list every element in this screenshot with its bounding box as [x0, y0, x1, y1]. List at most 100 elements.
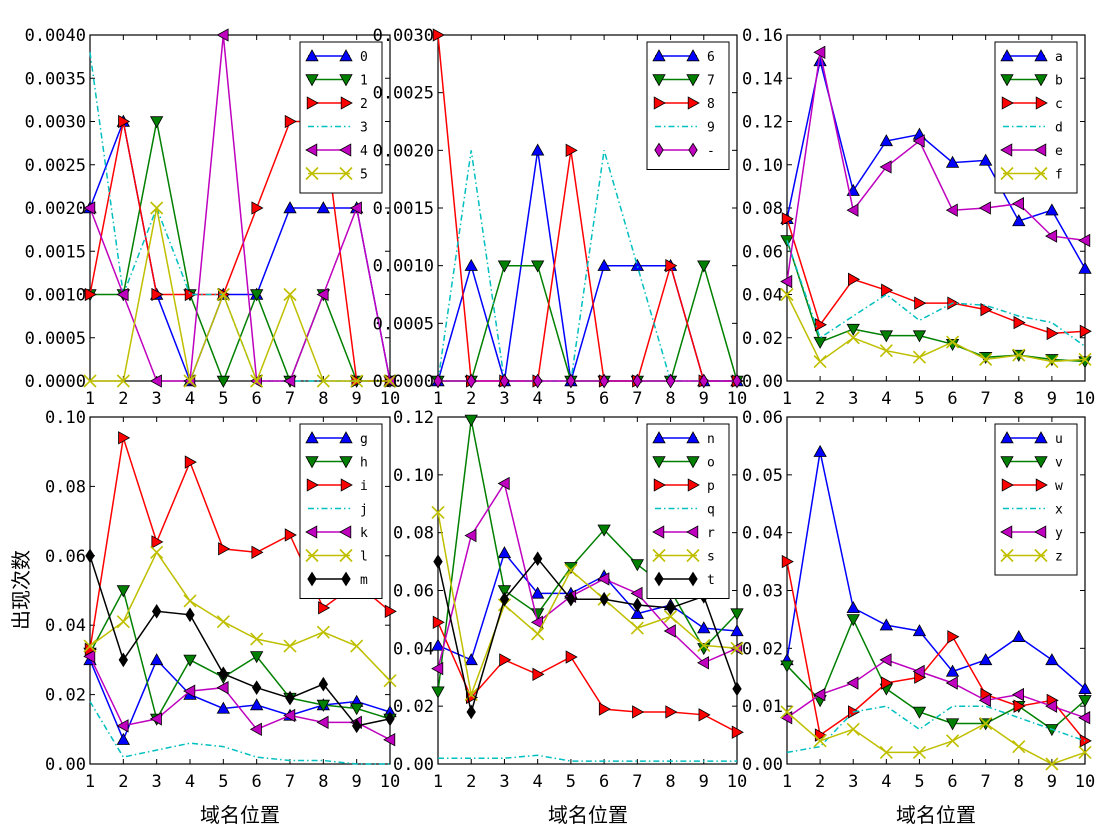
y-tick-label: 0.0040 [25, 26, 86, 46]
data-point-h [316, 699, 331, 712]
data-point-1 [149, 116, 164, 129]
legend-label-x: x [1055, 503, 1063, 518]
data-point-z [846, 722, 860, 736]
data-point-v [1078, 695, 1092, 708]
x-tick-label: 2 [466, 389, 476, 409]
y-tick-label: 0.0030 [25, 113, 86, 133]
data-point-l [150, 545, 164, 559]
x-tick-label: 2 [466, 772, 476, 792]
y-tick-label: 0.04 [45, 616, 86, 636]
legend-label-7: 7 [707, 74, 715, 89]
legend-marker-z [1034, 548, 1048, 563]
data-point-- [732, 373, 742, 389]
y-tick-label: 0.10 [45, 408, 86, 428]
x-tick-label: 9 [699, 389, 709, 409]
legend-marker-n [652, 431, 666, 444]
legend-box [299, 41, 383, 194]
x-tick-label: 5 [218, 772, 228, 792]
data-point-p [499, 653, 512, 667]
data-point-n [464, 653, 478, 666]
data-point-f [1045, 354, 1059, 369]
series-line-s [437, 512, 738, 698]
data-point-4 [116, 287, 129, 302]
x-tick-label: 10 [727, 772, 747, 792]
legend-marker-w [1001, 478, 1014, 492]
data-point-p [632, 705, 645, 719]
x-tick-label: 1 [433, 772, 443, 792]
data-point-z [945, 734, 960, 748]
legend-label-6: 6 [707, 50, 715, 65]
legend-marker-b [1034, 74, 1048, 87]
legend-label-l: l [360, 550, 368, 565]
legend-marker-k [305, 525, 318, 539]
data-point-4 [349, 201, 362, 215]
data-point-z [780, 705, 794, 719]
data-point-i [318, 601, 331, 615]
data-point-p [565, 650, 578, 664]
x-tick-label: 8 [665, 772, 675, 792]
x-tick-label: 3 [152, 389, 162, 409]
data-point-s [697, 638, 711, 653]
legend-marker-m [307, 571, 317, 587]
legend-marker-- [654, 142, 664, 158]
x-tick-label: 7 [285, 389, 295, 409]
x-tick-label: 4 [881, 772, 891, 792]
legend-label-0: 0 [360, 50, 368, 65]
series-line-k [89, 656, 391, 741]
y-tick-label: 0.0020 [373, 141, 434, 161]
legend-marker-y [1000, 525, 1013, 539]
legend-marker-l [305, 548, 319, 563]
data-point-i [384, 604, 397, 618]
data-point-k [383, 733, 396, 747]
data-point-c [914, 296, 927, 310]
y-tick-label: 0.0005 [373, 314, 434, 334]
data-point-m [185, 607, 195, 623]
legend-marker-u [1000, 431, 1014, 444]
data-point-a [1078, 261, 1092, 274]
data-point-z [1045, 757, 1059, 771]
y-tick-label: 0.08 [45, 477, 86, 497]
x-tick-label: 1 [433, 389, 443, 409]
data-point-- [532, 373, 543, 389]
data-point-r [431, 661, 444, 676]
legend-marker-1 [305, 74, 319, 87]
legend-marker-k [339, 525, 352, 539]
data-point-t [499, 591, 510, 607]
data-point-m [251, 680, 262, 696]
data-point-f [879, 344, 893, 358]
data-point-4 [83, 201, 96, 215]
data-point-- [433, 373, 443, 389]
data-point-i [218, 542, 231, 556]
data-point-l [350, 639, 364, 653]
legend-marker-f [1034, 166, 1048, 181]
y-tick-label: 0.04 [393, 639, 434, 659]
data-point-b [879, 330, 894, 343]
data-point-z [1078, 745, 1092, 759]
data-point-t [599, 591, 609, 607]
y-axis-label: 出现次数 [9, 550, 33, 630]
data-point-t [665, 600, 676, 616]
data-point-e [978, 201, 991, 215]
data-point-5 [83, 374, 97, 388]
data-point-o [597, 524, 611, 537]
x-tick-label: 6 [947, 772, 957, 792]
subplot-1: 0.0000 0.0005 0.0010 0.0015 0.0020 0.0025 0.00… [25, 26, 401, 409]
data-point-z [813, 734, 827, 748]
data-point-r [597, 572, 610, 586]
legend-marker-e [1000, 143, 1013, 157]
data-point-5 [383, 374, 397, 388]
data-point-c [781, 212, 794, 226]
legend-label-3: 3 [360, 121, 368, 136]
x-tick-label: 2 [118, 772, 128, 792]
data-point-b [912, 330, 927, 343]
legend-marker-u [1034, 431, 1048, 444]
x-tick-label: 9 [1047, 772, 1057, 792]
data-point-2 [118, 114, 131, 129]
legend-label-u: u [1055, 432, 1063, 447]
legend-label-2: 2 [360, 97, 368, 112]
series-line-y [786, 659, 1086, 719]
x-tick-label: 9 [352, 772, 362, 792]
legend-marker-o [652, 456, 666, 469]
data-point-f [1012, 348, 1026, 362]
data-point-8 [665, 258, 678, 273]
